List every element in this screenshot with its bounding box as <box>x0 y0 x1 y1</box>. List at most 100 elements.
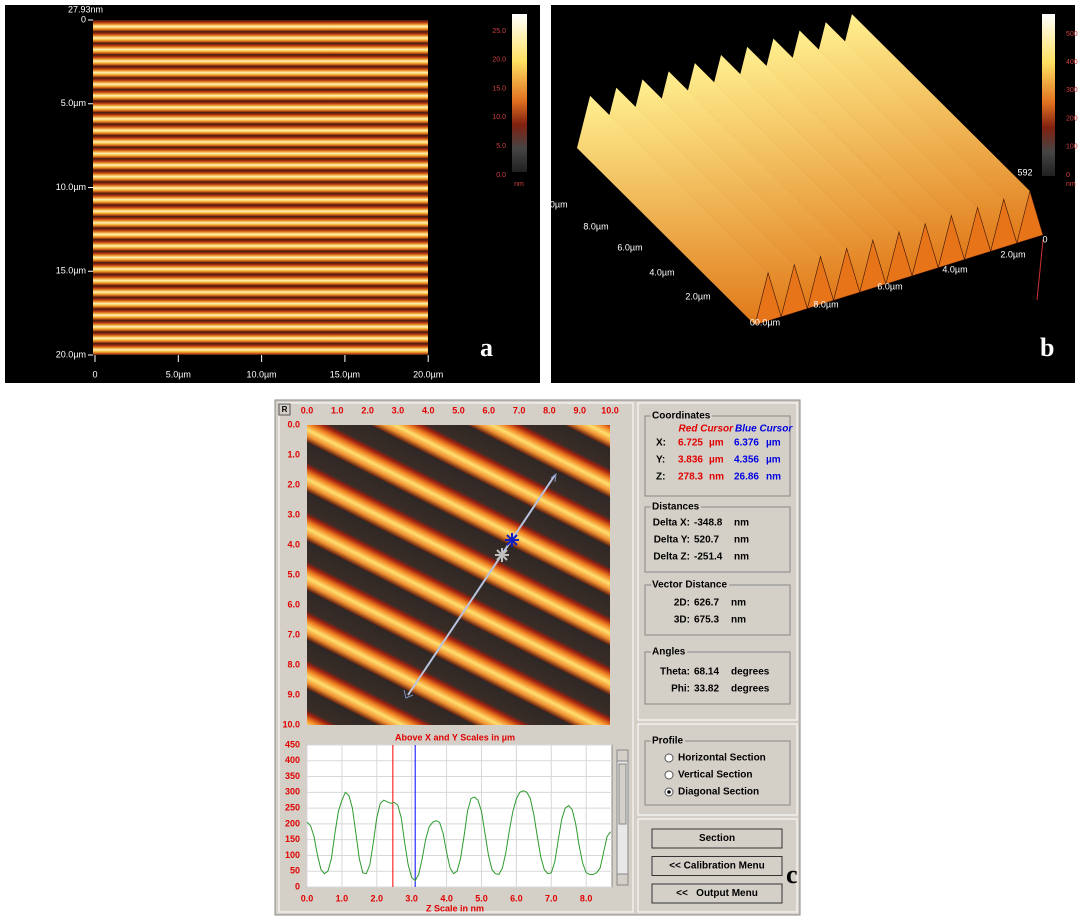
radio-button[interactable] <box>665 754 673 762</box>
row-unit: nm <box>731 598 746 609</box>
axis-label: 8.0µm <box>813 299 838 309</box>
axis-label: 592 <box>1017 167 1032 177</box>
panel-letter: b <box>1040 333 1054 362</box>
row-label: Theta: <box>660 667 690 678</box>
x-tick-label: 7.0 <box>545 893 558 903</box>
axis-label: 0.0µm <box>542 199 567 209</box>
row-value: -251.4 <box>694 552 723 563</box>
axis-label: 0 <box>1042 234 1047 244</box>
x-label: 9.0 <box>573 405 586 415</box>
x-label: 10.0µm <box>246 369 276 379</box>
colorbar <box>1042 14 1055 176</box>
blue-cursor-marker <box>505 533 519 547</box>
panel-letter: c <box>786 860 798 889</box>
y-tick-label: 150 <box>285 834 300 844</box>
colorbar-label: 0.0 <box>496 172 506 179</box>
blue-value: 6.376 <box>734 438 759 449</box>
blue-value: 26.86 <box>734 472 759 483</box>
profile-caption: Above X and Y Scales in µm <box>395 732 515 742</box>
figure: 27.93nm05.0µm10.0µm15.0µm20.0µm05.0µm10.… <box>0 0 1079 917</box>
row-unit: nm <box>734 535 749 546</box>
blue-unit: nm <box>766 472 781 483</box>
row-value: 68.14 <box>694 667 719 678</box>
row-value: 675.3 <box>694 615 719 626</box>
radio-label: Vertical Section <box>678 770 752 781</box>
colorbar-label: 300 <box>1066 87 1078 94</box>
y-label: 0.0 <box>287 419 300 429</box>
blue-header: Blue Cursor <box>735 424 793 435</box>
row-label: Delta Y: <box>654 535 690 546</box>
x-tick-label: 8.0 <box>580 893 593 903</box>
x-tick-label: 3.0 <box>405 893 418 903</box>
colorbar-label: 5.0 <box>496 143 506 150</box>
y-tick-label: 300 <box>285 787 300 797</box>
axis-label: 2.0µm <box>685 291 710 301</box>
colorbar-label: 20.0 <box>492 57 506 64</box>
x-label: 5.0µm <box>166 369 191 379</box>
radio-button[interactable] <box>665 771 673 779</box>
group-title: Distances <box>652 502 700 513</box>
red-cursor-marker <box>495 548 509 562</box>
radio-label: Horizontal Section <box>678 753 766 764</box>
x-label: 10.0 <box>601 405 619 415</box>
x-label: 2.0 <box>361 405 374 415</box>
y-label: 15.0µm <box>56 266 86 276</box>
colorbar-unit: nm <box>1066 181 1076 188</box>
y-tick-label: 450 <box>285 739 300 749</box>
row-value: 520.7 <box>694 535 719 546</box>
y-label: 8.0 <box>287 659 300 669</box>
x-label: 0 <box>92 369 97 379</box>
group-title: Coordinates <box>652 411 711 422</box>
scroll-up[interactable] <box>617 750 628 761</box>
y-tick-label: 100 <box>285 850 300 860</box>
row-label: Y: <box>656 455 665 466</box>
y-label: 10.0µm <box>56 182 86 192</box>
x-label: 6.0 <box>483 405 496 415</box>
row-unit: nm <box>734 518 749 529</box>
y-label: 5.0 <box>287 569 300 579</box>
colorbar-label: 400 <box>1066 59 1078 66</box>
blue-unit: µm <box>766 438 781 449</box>
red-value: 6.725 <box>678 438 703 449</box>
blue-unit: µm <box>766 455 781 466</box>
y-label: 0 <box>81 14 86 24</box>
x-tick-label: 0.0 <box>301 893 314 903</box>
row-unit: nm <box>731 615 746 626</box>
colorbar <box>512 14 527 172</box>
red-unit: nm <box>709 472 724 483</box>
y-tick-label: 350 <box>285 771 300 781</box>
red-unit: µm <box>709 455 724 466</box>
row-label: X: <box>656 438 666 449</box>
radio-dot <box>667 790 671 794</box>
colorbar-label: 200 <box>1066 115 1078 122</box>
scroll-thumb[interactable] <box>619 764 626 824</box>
y-tick-label: 50 <box>290 866 300 876</box>
y-label: 2.0 <box>287 479 300 489</box>
colorbar-label: 100 <box>1066 144 1078 151</box>
colorbar-label: 0 <box>1066 172 1070 179</box>
y-label: 5.0µm <box>61 98 86 108</box>
panel-letter: a <box>480 333 493 362</box>
row-label: Delta Z: <box>653 552 690 563</box>
x-label: 20.0µm <box>413 369 443 379</box>
row-label: Delta X: <box>653 518 690 529</box>
x-tick-label: 5.0 <box>475 893 488 903</box>
y-tick-label: 200 <box>285 818 300 828</box>
y-tick-label: 0 <box>295 881 300 891</box>
r-button-label: R <box>282 405 288 414</box>
x-tick-label: 4.0 <box>440 893 453 903</box>
red-unit: µm <box>709 438 724 449</box>
blue-value: 4.356 <box>734 455 759 466</box>
y-label: 9.0 <box>287 689 300 699</box>
y-label: 20.0µm <box>56 349 86 359</box>
red-value: 3.836 <box>678 455 703 466</box>
x-label: 0.0 <box>301 405 314 415</box>
y-label: 3.0 <box>287 509 300 519</box>
y-tick-label: 400 <box>285 755 300 765</box>
row-value: 626.7 <box>694 598 719 609</box>
red-value: 278.3 <box>678 472 703 483</box>
y-label: 10.0 <box>282 719 300 729</box>
axis-label: 4.0µm <box>649 267 674 277</box>
scroll-down[interactable] <box>617 874 628 885</box>
colorbar-unit: nm <box>514 181 524 188</box>
